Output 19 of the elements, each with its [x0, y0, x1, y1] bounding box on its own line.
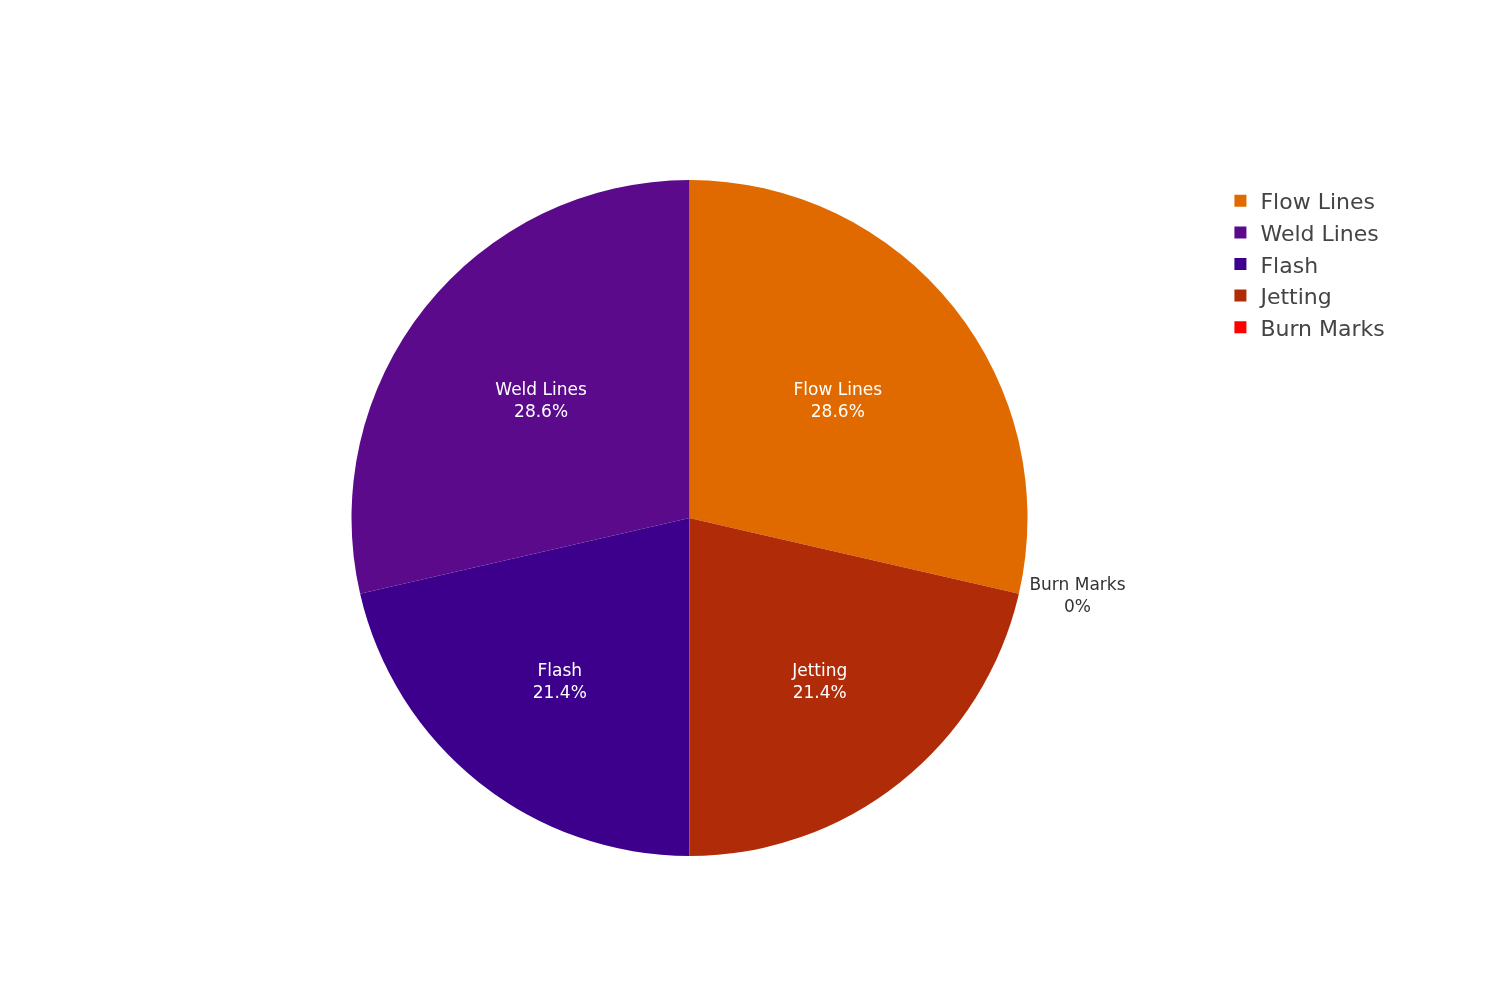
data-label: 21.4% [532, 682, 587, 703]
pie-slice [360, 518, 690, 856]
pie-slice [689, 518, 1019, 856]
pie-slice [689, 180, 1028, 594]
slice-label: Jetting [791, 659, 848, 680]
slice-label: Flow Lines [793, 378, 883, 399]
slice-label: Flash [537, 659, 583, 680]
legend-label: Jetting [1258, 284, 1332, 310]
text: 0% [1063, 595, 1091, 616]
pie-slice [351, 180, 690, 594]
data-label: 21.4% [792, 682, 847, 703]
slice-label: Weld Lines [495, 378, 587, 399]
category-label: Burn Marks [1029, 573, 1126, 594]
data-label: 28.6% [810, 400, 865, 421]
legend-label: Burn Marks [1260, 315, 1385, 341]
legend-label: Flow Lines [1260, 189, 1375, 215]
legend-label: Weld Lines [1260, 220, 1379, 246]
legend-label: Flash [1260, 252, 1319, 278]
data-label: 28.6% [514, 400, 569, 421]
